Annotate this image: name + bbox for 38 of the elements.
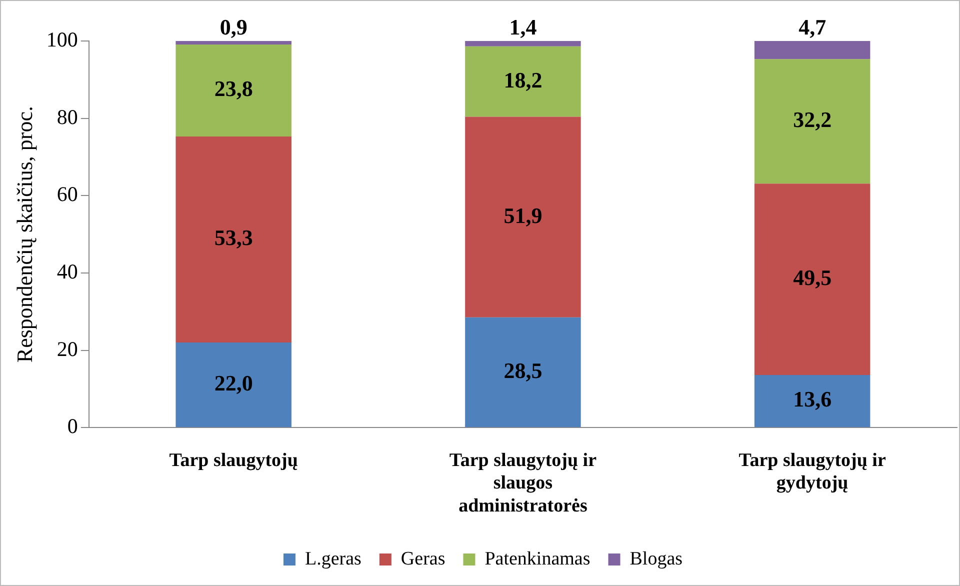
bar — [176, 342, 292, 428]
x-tick-label: Tarp slaugytojų ir gydytojų — [738, 450, 886, 494]
bar — [754, 41, 870, 60]
x-tick-label: Tarp slaugytojų — [169, 450, 298, 471]
y-axis-title: Respondenčių skaičius, proc. — [12, 106, 37, 363]
y-tick-label: 80 — [56, 104, 78, 129]
legend-label: Blogas — [630, 548, 683, 570]
data-label: 0,9 — [220, 14, 248, 40]
bar — [754, 184, 870, 376]
x-tick-label: Tarp slaugytojų ir slaugos administratorės — [449, 450, 598, 517]
bar — [465, 41, 581, 46]
data-label: 32,2 — [793, 107, 832, 132]
data-label: 28,5 — [504, 358, 542, 383]
y-tick-label: 100 — [46, 28, 78, 52]
data-label: 23,8 — [214, 76, 253, 102]
bar — [176, 136, 292, 343]
data-label: 53,3 — [214, 225, 253, 250]
data-label: 4,7 — [798, 14, 826, 40]
bar — [465, 317, 581, 428]
legend-label: Geras — [400, 548, 446, 570]
bar — [465, 46, 581, 117]
bar — [176, 41, 292, 44]
legend-label: Patenkinamas — [484, 548, 590, 570]
bar — [465, 116, 581, 318]
bar — [754, 375, 870, 428]
data-label: 1,4 — [509, 14, 537, 40]
y-tick-label: 0 — [67, 414, 78, 438]
data-label: 22,0 — [214, 370, 253, 396]
data-label: 18,2 — [504, 67, 542, 92]
data-label: 13,6 — [793, 386, 832, 412]
y-tick-label: 60 — [56, 182, 78, 206]
bar — [754, 59, 870, 184]
bar — [176, 44, 292, 136]
y-tick-label: 40 — [56, 259, 78, 284]
legend-label: L.geras — [304, 548, 362, 570]
data-label: 49,5 — [793, 265, 832, 290]
y-tick-label: 20 — [56, 336, 78, 361]
data-label: 51,9 — [504, 202, 542, 228]
